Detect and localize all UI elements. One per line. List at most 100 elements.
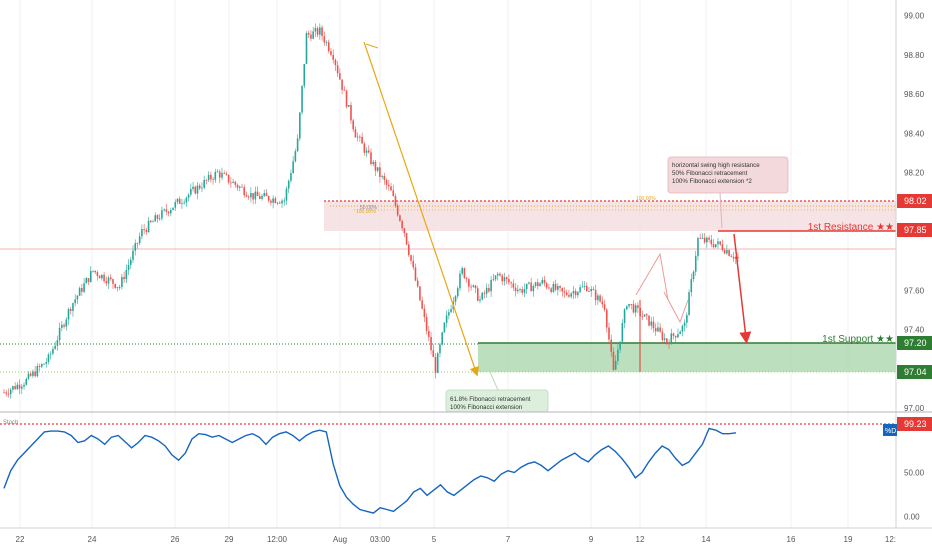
candle-body — [610, 339, 613, 352]
candle-body — [414, 267, 417, 281]
candle-body — [577, 292, 579, 296]
candle-body — [490, 280, 492, 292]
candle-body — [670, 333, 673, 345]
candle-body — [41, 364, 43, 367]
candle-body — [232, 181, 234, 183]
candle-body — [332, 55, 334, 60]
candle-body — [89, 271, 92, 282]
candle-body — [703, 237, 706, 243]
candle-body — [203, 179, 205, 188]
candle-body — [621, 323, 624, 342]
candle-body — [425, 316, 428, 332]
candle-body — [379, 167, 381, 177]
candle-body — [285, 188, 288, 201]
pattern-drawing — [635, 252, 669, 301]
candle-body — [49, 353, 52, 355]
annotation-support-line-1: 61.8% Fibonacci retracement — [450, 396, 531, 403]
candle-body — [370, 152, 372, 165]
candle-body — [176, 198, 179, 202]
candle-body — [141, 229, 143, 237]
price-tick-label: 98.80 — [904, 51, 925, 60]
candle-body — [316, 28, 319, 35]
candle-body — [94, 270, 96, 273]
candle-body — [728, 250, 730, 256]
candle-body — [737, 257, 739, 259]
candle-body — [557, 285, 559, 290]
candle-body — [129, 259, 132, 265]
candle-body — [74, 299, 76, 304]
fib-label-50: 50.00% — [360, 205, 378, 211]
candle-body — [376, 167, 379, 171]
candle-body — [483, 292, 486, 294]
candle-body — [570, 293, 572, 297]
candle-body — [617, 349, 619, 361]
candle-body — [537, 282, 539, 287]
candle-body — [161, 210, 163, 219]
price-tag-resistance — [897, 223, 932, 237]
candle-body — [56, 340, 59, 346]
candle-body — [496, 273, 499, 276]
candle-body — [481, 292, 484, 300]
candle-body — [276, 202, 279, 204]
candle-body — [296, 138, 299, 152]
candle-body — [521, 289, 524, 293]
candle-body — [374, 161, 377, 171]
candle-body — [717, 241, 719, 245]
stoch-legend-label: %D — [885, 428, 896, 435]
candle-body — [383, 175, 386, 180]
candle-body — [565, 292, 568, 295]
candle-body — [143, 229, 145, 231]
candle-body — [719, 241, 722, 245]
candle-body — [519, 289, 521, 290]
candle-body — [697, 238, 699, 257]
candle-body — [501, 275, 504, 282]
candle-body — [683, 322, 686, 326]
candle-body — [630, 303, 633, 305]
candle-body — [686, 315, 688, 323]
candle-body — [554, 283, 557, 290]
candle-body — [594, 290, 597, 301]
candle-body — [592, 289, 595, 291]
price-tick-label: 98.60 — [904, 90, 925, 99]
fib-swing-line — [363, 41, 480, 377]
candle-body — [528, 282, 530, 284]
candle-body — [410, 255, 412, 261]
price-tag-support — [897, 336, 932, 350]
stoch-d-line — [3, 427, 737, 514]
candle-body — [661, 331, 664, 340]
candle-body — [448, 312, 450, 316]
candle-body — [323, 36, 326, 43]
candles — [3, 23, 739, 399]
candle-body — [145, 230, 148, 232]
candle-body — [292, 161, 294, 174]
candle-body — [608, 327, 610, 340]
fib-label-100b: 100.00% — [636, 196, 656, 202]
candle-body — [632, 304, 635, 313]
candle-body — [98, 276, 101, 279]
candle-body — [459, 273, 461, 289]
candle-body — [216, 171, 219, 173]
candle-body — [539, 283, 541, 287]
candle-body — [201, 187, 203, 189]
candle-body — [354, 129, 357, 138]
candle-body — [668, 342, 670, 345]
candle-body — [307, 33, 310, 35]
candle-body — [359, 136, 361, 138]
candle-body — [545, 283, 548, 288]
grid-lines — [19, 0, 897, 528]
candle-body — [465, 278, 468, 280]
candle-body — [330, 51, 332, 56]
candle-body — [605, 309, 608, 328]
time-tick-label: 12: — [885, 535, 896, 544]
candle-body — [305, 33, 308, 64]
candle-body — [152, 221, 154, 223]
candle-body — [677, 334, 679, 338]
candle-body — [454, 296, 457, 302]
annotation-pointer-resistance — [719, 192, 723, 229]
candle-body — [227, 174, 230, 183]
candle-body — [583, 285, 586, 287]
candle-body — [38, 366, 41, 367]
candle-body — [732, 256, 735, 259]
candle-body — [116, 287, 119, 288]
candle-body — [190, 189, 192, 195]
